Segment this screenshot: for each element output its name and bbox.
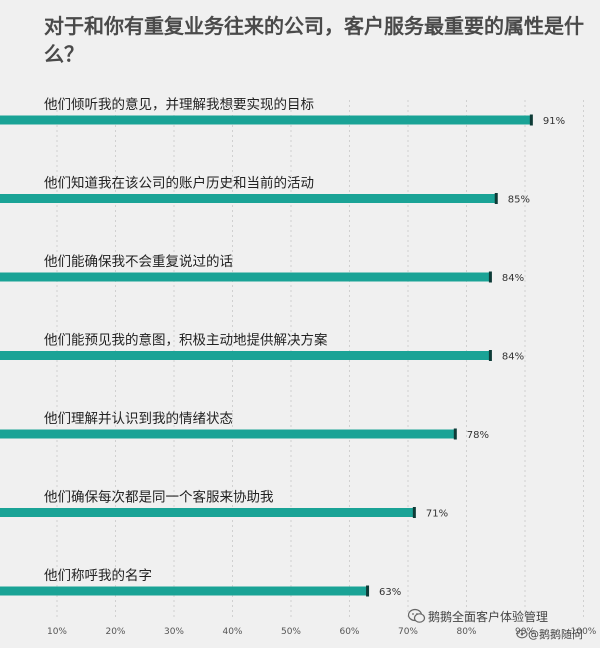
- bar: [0, 272, 490, 282]
- bar: [0, 586, 368, 596]
- bar: [0, 429, 455, 439]
- bar: [0, 351, 490, 360]
- category-label: 他们能确保我不会重复说过的话: [44, 253, 233, 270]
- bar-end-cap: [453, 428, 457, 440]
- bar-end-cap: [488, 350, 492, 361]
- watermark-handle: @鹅鹅随问: [528, 628, 583, 641]
- bar: [0, 194, 496, 203]
- value-label: 71%: [426, 509, 448, 520]
- wechat-icon: [408, 608, 426, 623]
- watermark: 鹅鹅全面客户体验管理 @鹅鹅随问: [404, 606, 600, 646]
- bar-end-cap: [366, 585, 370, 597]
- value-label: 91%: [543, 116, 565, 127]
- value-label: 63%: [379, 587, 401, 598]
- x-tick-label: 40%: [222, 627, 242, 637]
- bars: [0, 114, 533, 597]
- value-labels: 91% 85% 84% 84% 78% 71% 63%: [379, 116, 565, 598]
- x-tick-label: 100%: [571, 627, 597, 637]
- category-label: 他们称呼我的名字: [44, 568, 152, 584]
- value-label: 85%: [508, 195, 530, 206]
- x-tick-label: 70%: [398, 627, 418, 637]
- category-label: 他们确保每次都是同一个客服来协助我: [44, 489, 274, 506]
- bar-end-cap: [412, 507, 416, 518]
- watermark-account: 鹅鹅全面客户体验管理: [428, 610, 549, 624]
- bar-end-cap: [494, 193, 498, 204]
- bar: [0, 115, 531, 125]
- bar-end-cap: [529, 114, 533, 126]
- value-label: 84%: [502, 352, 524, 363]
- value-label: 78%: [467, 430, 489, 441]
- x-tick-label: 30%: [164, 627, 184, 637]
- x-tick-label: 90%: [515, 627, 535, 637]
- category-label: 他们知道我在该公司的账户历史和当前的活动: [44, 175, 314, 192]
- category-label: 他们理解并认识到我的情绪状态: [44, 411, 233, 427]
- value-label: 84%: [502, 273, 524, 284]
- x-tick-label: 10%: [47, 627, 67, 637]
- x-tick-label: 50%: [281, 627, 301, 637]
- category-label: 他们倾听我的意见，并理解我想要实现的目标: [44, 96, 314, 113]
- x-tick-label: 60%: [339, 627, 359, 637]
- x-tick-label: 20%: [105, 627, 125, 637]
- weibo-icon: [516, 629, 528, 639]
- category-label: 他们能预见我的意图，积极主动地提供解决方案: [44, 332, 328, 349]
- category-labels: 他们倾听我的意见，并理解我想要实现的目标他们知道我在该公司的账户历史和当前的活动…: [44, 96, 328, 584]
- chart-title: 对于和你有重复业务往来的公司，客户服务最重要的属性是什么？: [44, 14, 584, 66]
- bar-end-cap: [488, 271, 492, 283]
- x-axis-ticks: 10% 20% 30% 40% 50% 60% 70% 80% 90% 100%: [47, 627, 597, 637]
- x-tick-label: 80%: [456, 627, 476, 637]
- bar: [0, 508, 414, 517]
